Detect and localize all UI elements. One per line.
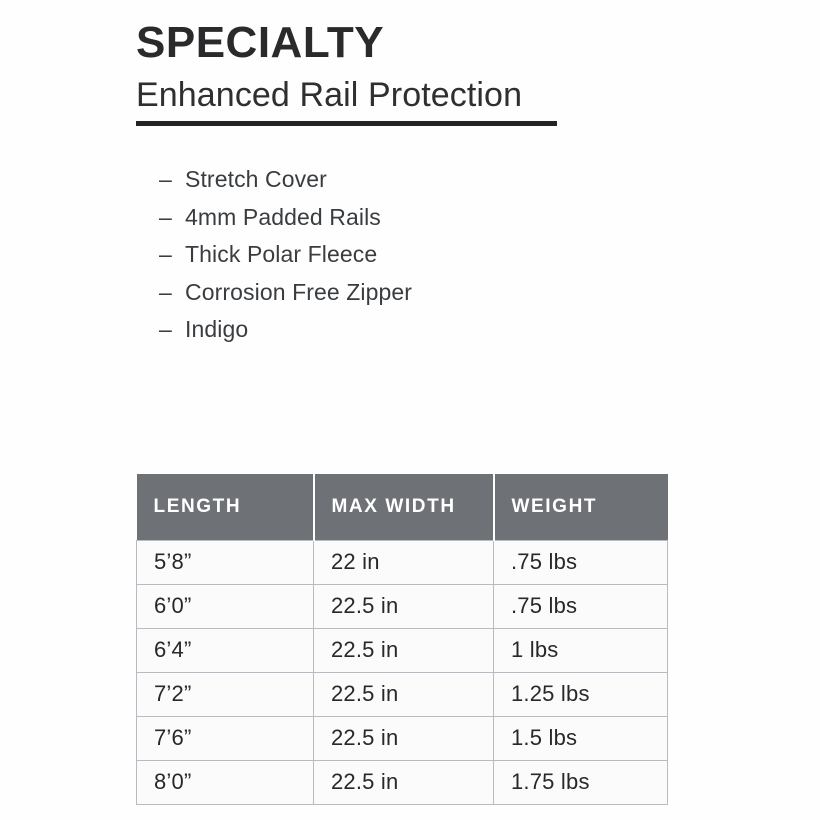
cell-max-width: 22.5 in — [313, 627, 494, 673]
table-body: 5’8” 22 in .75 lbs 6’0” 22.5 in .75 lbs … — [136, 539, 668, 805]
cell-weight: 1.75 lbs — [493, 759, 668, 805]
list-item: – Stretch Cover — [159, 168, 412, 206]
cell-weight: 1 lbs — [493, 627, 668, 673]
column-header-length: LENGTH — [136, 474, 315, 540]
table-header: LENGTH MAX WIDTH WEIGHT — [136, 474, 668, 540]
table-row: 8’0” 22.5 in 1.75 lbs — [136, 759, 668, 805]
column-header-weight: WEIGHT — [493, 474, 668, 540]
table-row: 7’6” 22.5 in 1.5 lbs — [136, 715, 668, 761]
cell-weight: .75 lbs — [493, 583, 668, 629]
cell-length: 8’0” — [136, 759, 314, 805]
cell-length: 5’8” — [136, 539, 314, 585]
list-item: – Corrosion Free Zipper — [159, 278, 413, 319]
cell-length: 7’2” — [136, 671, 314, 717]
dash-bullet-icon: – — [159, 278, 172, 305]
specifications-table: LENGTH MAX WIDTH WEIGHT 5’8” 22 in .75 l… — [136, 474, 668, 805]
cell-max-width: 22.5 in — [313, 715, 494, 761]
cell-weight: 1.5 lbs — [493, 715, 668, 761]
dash-bullet-icon: – — [159, 203, 172, 230]
list-item: – 4mm Padded Rails — [159, 203, 412, 244]
table-row: 7’2” 22.5 in 1.25 lbs — [136, 671, 668, 717]
header-block: SPECIALTY Enhanced Rail Protection — [136, 18, 696, 115]
dash-bullet-icon: – — [159, 241, 172, 267]
table-header-row: LENGTH MAX WIDTH WEIGHT — [136, 474, 668, 540]
table-row: 5’8” 22 in .75 lbs — [136, 539, 668, 585]
cell-weight: 1.25 lbs — [493, 671, 668, 717]
title-underline-rule — [136, 121, 557, 126]
cell-max-width: 22 in — [313, 539, 494, 585]
table-row: 6’0” 22.5 in .75 lbs — [136, 583, 668, 629]
cell-max-width: 22.5 in — [313, 583, 494, 629]
feature-label: Thick Polar Fleece — [185, 241, 378, 267]
feature-label: Indigo — [185, 316, 249, 342]
cell-length: 6’0” — [136, 583, 314, 629]
feature-label: Stretch Cover — [185, 166, 327, 192]
page-title: SPECIALTY — [136, 18, 385, 67]
dash-bullet-icon: – — [159, 316, 172, 342]
page-subtitle: Enhanced Rail Protection — [136, 75, 523, 114]
feature-label: Corrosion Free Zipper — [185, 278, 413, 305]
cell-length: 7’6” — [136, 715, 314, 761]
cell-weight: .75 lbs — [493, 539, 668, 585]
cell-max-width: 22.5 in — [313, 671, 494, 717]
table-row: 6’4” 22.5 in 1 lbs — [136, 627, 668, 673]
feature-list: – Stretch Cover – 4mm Padded Rails – Thi… — [159, 168, 412, 356]
column-header-max-width: MAX WIDTH — [313, 474, 495, 540]
cell-max-width: 22.5 in — [313, 759, 494, 805]
list-item: – Thick Polar Fleece — [159, 243, 412, 281]
list-item: – Indigo — [159, 318, 412, 356]
dash-bullet-icon: – — [159, 166, 172, 192]
feature-label: 4mm Padded Rails — [185, 203, 381, 230]
cell-length: 6’4” — [136, 627, 314, 673]
